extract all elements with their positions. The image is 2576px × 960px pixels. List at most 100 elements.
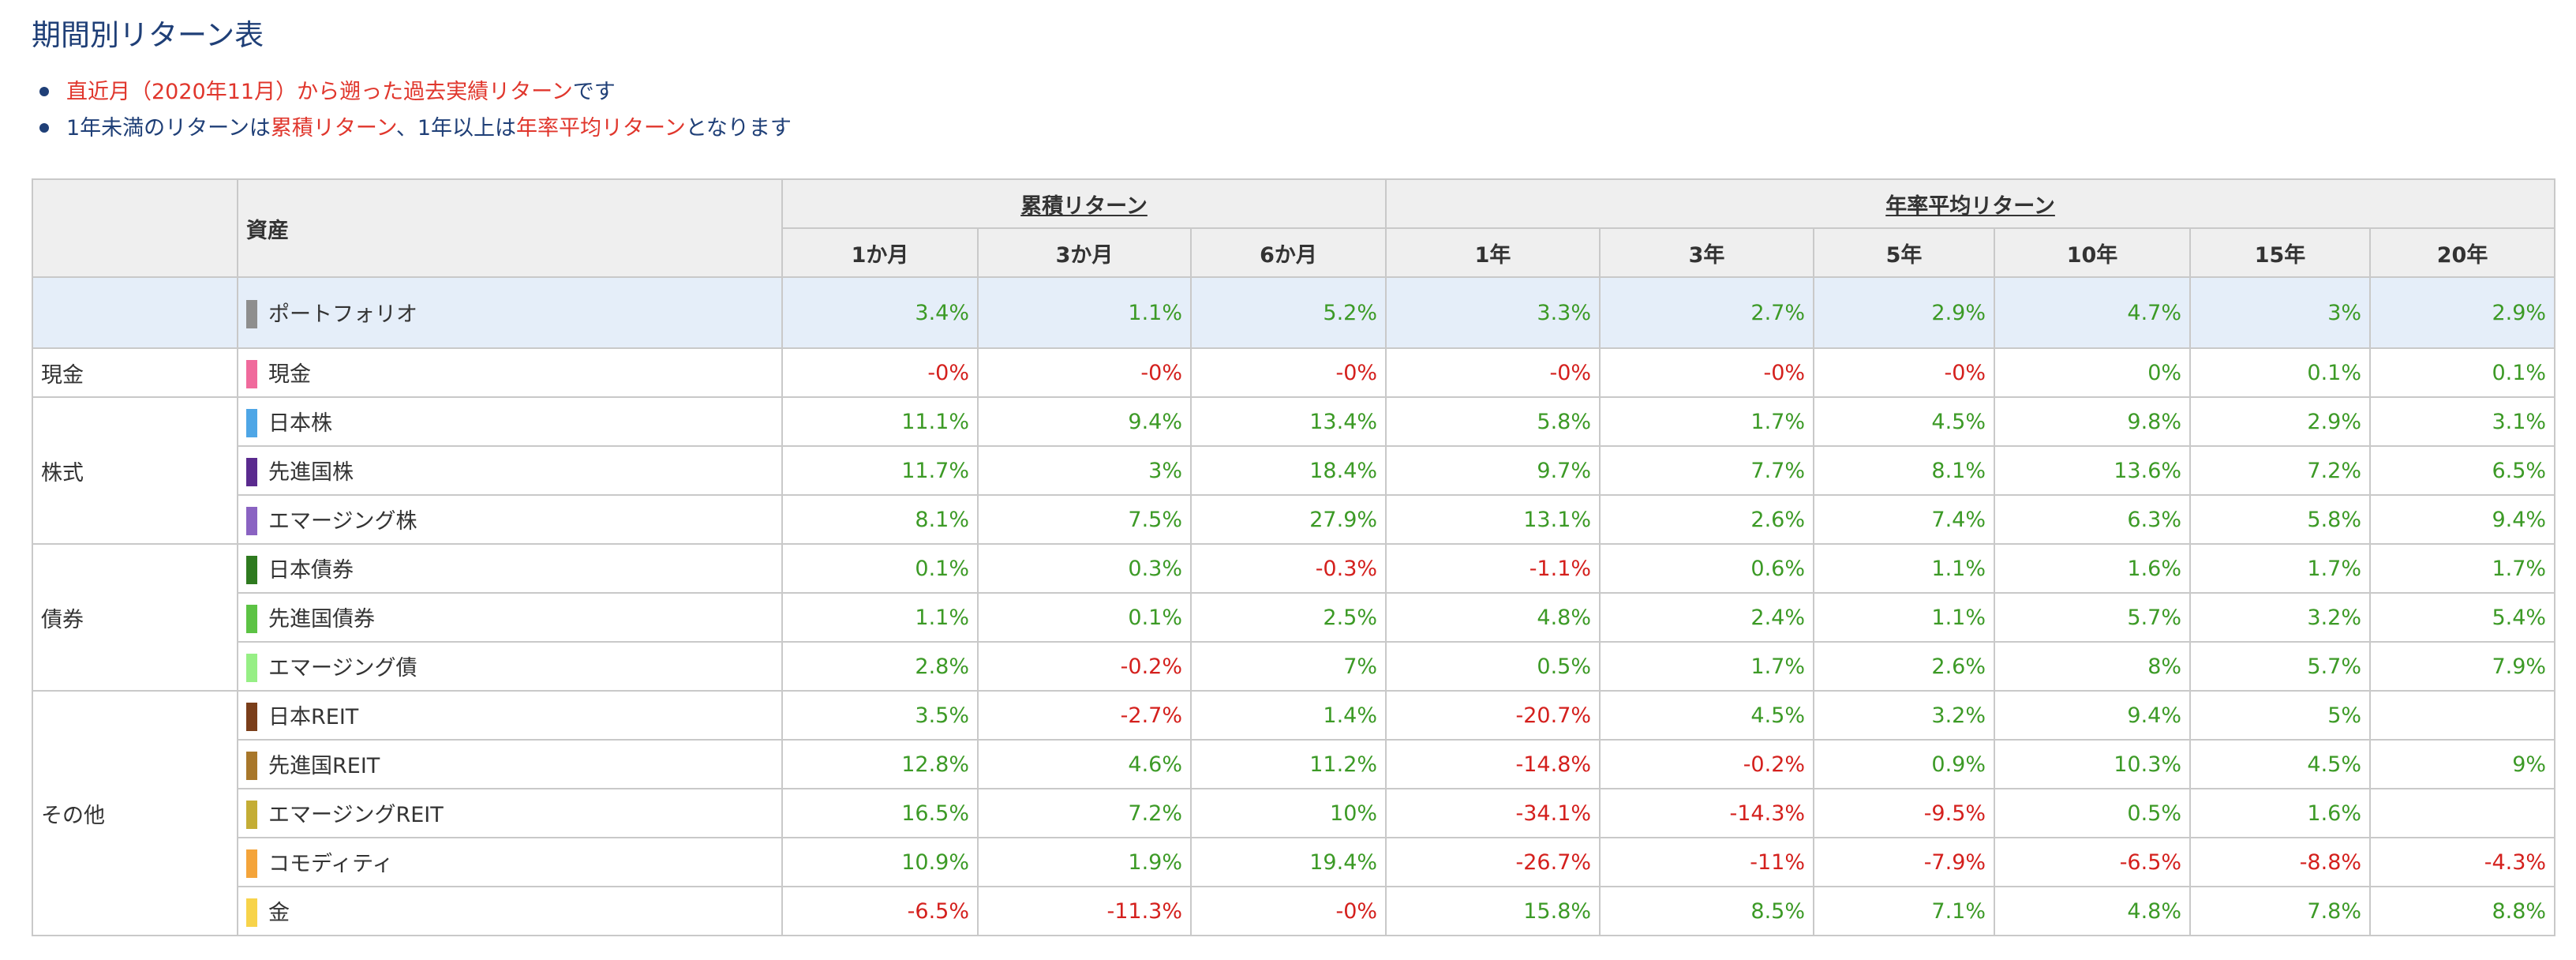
category-header-cell bbox=[32, 178, 238, 278]
period-header: 15年 bbox=[2189, 227, 2372, 278]
return-value: 7.1% bbox=[1813, 886, 1996, 936]
return-value: 0.1% bbox=[2369, 347, 2556, 398]
asset-name: 先進国REIT bbox=[237, 739, 783, 789]
return-value: -6.5% bbox=[781, 886, 979, 936]
return-value: 1.7% bbox=[2189, 543, 2372, 594]
return-value: 1.1% bbox=[781, 592, 979, 643]
bullet-icon bbox=[39, 122, 49, 133]
asset-label: ポートフォリオ bbox=[268, 302, 417, 328]
category-label: 債券 bbox=[32, 543, 238, 692]
return-value: 5.8% bbox=[2189, 494, 2372, 545]
color-swatch-icon bbox=[246, 604, 257, 633]
return-value: -7.9% bbox=[1813, 837, 1996, 887]
return-value: 5.4% bbox=[2369, 592, 2556, 643]
asset-label: 先進国株 bbox=[268, 460, 354, 486]
return-value: -0.2% bbox=[1599, 739, 1815, 789]
return-value: 3.2% bbox=[1813, 690, 1996, 741]
table-row: コモディティ 10.9% 1.9% 19.4% -26.7% -11% -7.9% -6.5%… bbox=[32, 837, 2556, 887]
return-value bbox=[2369, 690, 2556, 741]
table-row: 株式 日本株 11.1% 9.4% 13.4% 5.8% 1.7% 4.5% 9.8% 2.9% 3… bbox=[32, 396, 2556, 545]
period-header: 6か月 bbox=[1189, 227, 1387, 278]
return-value: 10% bbox=[1189, 788, 1387, 838]
return-value: 8.5% bbox=[1599, 886, 1815, 936]
return-value: 11.1% bbox=[781, 396, 979, 447]
return-value: 3.1% bbox=[2369, 396, 2556, 447]
return-value: 3.2% bbox=[2189, 592, 2372, 643]
asset-label: エマージング株 bbox=[268, 509, 417, 534]
note-highlight: 年率平均リターン bbox=[516, 116, 686, 141]
returns-table: 資産 累積リターン 年率平均リターン 1か月 3か月 6か月 1年 3年 5年 10年 15年… bbox=[32, 178, 2556, 936]
return-value: 7.2% bbox=[977, 788, 1192, 838]
asset-header: 資産 bbox=[237, 178, 783, 278]
return-value: 0.1% bbox=[977, 592, 1192, 643]
asset-name: 日本債券 bbox=[237, 543, 783, 594]
bullet-icon bbox=[39, 86, 49, 96]
return-value: -11% bbox=[1599, 837, 1815, 887]
return-value: 0.9% bbox=[1813, 739, 1996, 789]
return-value: 9.4% bbox=[977, 396, 1192, 447]
page-title: 期間別リターン表 bbox=[32, 18, 264, 52]
color-swatch-icon bbox=[246, 849, 257, 878]
return-value: 1.6% bbox=[2189, 788, 2372, 838]
return-value: 1.7% bbox=[1599, 396, 1815, 447]
color-swatch-icon bbox=[246, 898, 257, 927]
return-value: 18.4% bbox=[1189, 445, 1387, 496]
return-value: -0% bbox=[1189, 886, 1387, 936]
return-value: 9.8% bbox=[1994, 396, 2192, 447]
asset-label: 日本債券 bbox=[268, 558, 354, 583]
return-value: -20.7% bbox=[1385, 690, 1601, 741]
return-value: 7.8% bbox=[2189, 886, 2372, 936]
asset-label: コモディティ bbox=[268, 852, 394, 877]
return-value: 7.5% bbox=[977, 494, 1192, 545]
return-value: 1.4% bbox=[1189, 690, 1387, 741]
return-value: -0% bbox=[977, 347, 1192, 398]
category-cell bbox=[32, 276, 238, 349]
color-swatch-icon bbox=[246, 653, 257, 682]
note-text: 、1年以上は bbox=[395, 116, 517, 141]
table-row: 現金 現金 -0% -0% -0% -0% -0% -0% 0% 0.1% 0.1% bbox=[32, 347, 2556, 398]
return-value: 2.9% bbox=[1813, 276, 1996, 349]
return-value: 2.9% bbox=[2369, 276, 2556, 349]
note-highlight: 累積リターン bbox=[270, 116, 396, 141]
asset-name: 日本株 bbox=[237, 396, 783, 447]
return-value: 0.6% bbox=[1599, 543, 1815, 594]
return-value: 1.1% bbox=[1813, 592, 1996, 643]
asset-label: 日本株 bbox=[268, 411, 332, 437]
table-row: エマージング債 2.8% -0.2% 7% 0.5% 1.7% 2.6% 8% 5.7% 7.9% bbox=[32, 641, 2556, 692]
return-value: 15.8% bbox=[1385, 886, 1601, 936]
notes-list: 直近月（2020年11月）から遡った過去実績リターンです 1年未満のリターンは累… bbox=[32, 74, 792, 147]
return-value: -9.5% bbox=[1813, 788, 1996, 838]
note-highlight: 直近月（2020年11月）から遡った過去実績リターン bbox=[66, 80, 573, 104]
return-value: 0.5% bbox=[1994, 788, 2192, 838]
asset-label: 先進国債券 bbox=[268, 607, 375, 632]
period-header: 3年 bbox=[1599, 227, 1815, 278]
return-value: 5.7% bbox=[1994, 592, 2192, 643]
asset-name: コモディティ bbox=[237, 837, 783, 887]
asset-name: 日本REIT bbox=[237, 690, 783, 741]
return-value: 4.8% bbox=[1994, 886, 2192, 936]
asset-label: 先進国REIT bbox=[268, 754, 380, 779]
asset-label: エマージングREIT bbox=[268, 803, 444, 828]
return-value: 1.9% bbox=[977, 837, 1192, 887]
note-text: 1年未満のリターンは bbox=[66, 116, 271, 141]
category-label: 現金 bbox=[32, 347, 238, 398]
return-value: -0.3% bbox=[1189, 543, 1387, 594]
return-value: 2.4% bbox=[1599, 592, 1815, 643]
return-value: -1.1% bbox=[1385, 543, 1601, 594]
return-value: 2.7% bbox=[1599, 276, 1815, 349]
asset-label: 現金 bbox=[268, 362, 311, 388]
color-swatch-icon bbox=[246, 800, 257, 829]
return-value: 8.1% bbox=[1813, 445, 1996, 496]
asset-name: 先進国株 bbox=[237, 445, 783, 496]
return-value: -11.3% bbox=[977, 886, 1192, 936]
return-value: 11.7% bbox=[781, 445, 979, 496]
return-value: 7.9% bbox=[2369, 641, 2556, 692]
return-value bbox=[2369, 788, 2556, 838]
period-header: 10年 bbox=[1994, 227, 2192, 278]
return-value: 2.5% bbox=[1189, 592, 1387, 643]
return-value: 0.5% bbox=[1385, 641, 1601, 692]
note-item: 直近月（2020年11月）から遡った過去実績リターンです bbox=[32, 74, 792, 111]
return-value: 19.4% bbox=[1189, 837, 1387, 887]
return-value: 13.6% bbox=[1994, 445, 2192, 496]
return-value: -4.3% bbox=[2369, 837, 2556, 887]
